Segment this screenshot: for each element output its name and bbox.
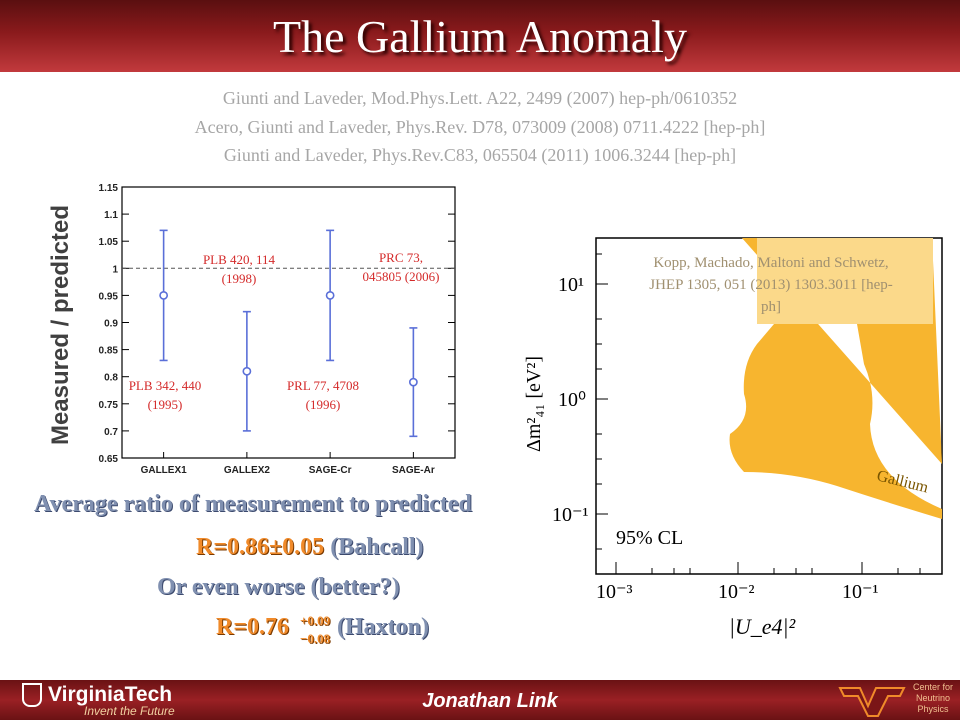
annotation-gallex1-line2: (1995) (147, 397, 183, 412)
y-tick-10-1: 10¹ (558, 274, 584, 296)
data-point (325, 291, 335, 300)
y-tick-label: 0.65 (99, 454, 119, 465)
data-point (408, 377, 418, 387)
y-tick-label: 1.15 (99, 183, 119, 194)
kopp-citation: Kopp, Machado, Maltoni and Schwetz, JHEP… (649, 255, 893, 315)
annotation-sage-ar: PRC 73, 045805 (2006) (346, 248, 456, 286)
center-line-2: Neutrino (915, 693, 951, 703)
center-neutrino-physics: Center for Neutrino Physics (906, 682, 960, 715)
footer-bar (0, 680, 960, 720)
y-tick-10-0: 10⁰ (558, 389, 586, 411)
annotation-sage-cr: PRL 77, 4708 (1996) (268, 376, 378, 414)
vt-monogram-icon (838, 687, 906, 717)
y-tick-label: 1.05 (99, 237, 119, 248)
ratio-chart-group: Measured / predicted 0.65 0.7 0.75 0.8 0.85 0… (47, 183, 456, 476)
y-axis-label: Δm²₄₁ [eV²] (523, 356, 545, 452)
x-tick-10-m2: 10⁻² (718, 581, 755, 603)
x-tick-label: GALLEX2 (224, 465, 271, 476)
annotation-sage-ar-line1: PRC 73, (378, 250, 424, 265)
x-tick-label: SAGE-Cr (309, 465, 352, 476)
y-tick-label: 0.75 (99, 400, 119, 411)
center-line-1: Center for (912, 682, 954, 692)
annotation-sage-cr-line1: PRL 77, 4708 (286, 378, 360, 393)
gallium-region-chart: 10¹ 10⁰ 10⁻¹ 10⁻³ 10⁻² 10⁻¹ |U_e4|² Δm²₄… (523, 237, 943, 639)
y-tick-10-m1: 10⁻¹ (552, 504, 589, 526)
result-bahcall: R=0.86±0.05 (Bahcall) (196, 534, 424, 561)
x-axis-label: |U_e4|² (729, 614, 796, 639)
y-tick-label: 1 (112, 264, 118, 275)
annotation-gallex1: PLB 342, 440 (1995) (110, 376, 220, 414)
virginia-tech-logo: VirginiaTech (22, 683, 173, 708)
x-tick-label: GALLEX1 (141, 465, 188, 476)
y-ticks-right-plot (596, 253, 608, 550)
worse-text: Or even worse (better?) (157, 574, 400, 600)
annotation-gallex2-line2: (1998) (221, 271, 257, 286)
result-bahcall-value: R=0.86±0.05 (196, 534, 325, 560)
reference-2: Acero, Giunti and Laveder, Phys.Rev. D78… (194, 117, 766, 137)
annotation-gallex2: PLB 420, 114 (1998) (184, 250, 294, 288)
university-name: VirginiaTech (48, 683, 173, 706)
x-tick-10-m1: 10⁻¹ (842, 581, 879, 603)
annotation-gallex2-line1: PLB 420, 114 (202, 252, 276, 267)
center-line-3: Physics (917, 704, 949, 714)
annotation-gallex1-line1: PLB 342, 440 (128, 378, 202, 393)
reference-1: Giunti and Laveder, Mod.Phys.Lett. A22, … (222, 88, 738, 108)
tagline: Invent the Future (84, 704, 175, 718)
x-tick-label: SAGE-Ar (392, 465, 435, 476)
y-tick-label: 0.7 (104, 427, 118, 438)
presenter-name: Jonathan Link (422, 690, 558, 712)
y-tick-label: 0.85 (99, 346, 119, 357)
x-tick-10-m3: 10⁻³ (596, 581, 633, 603)
y-axis-label: Measured / predicted (47, 205, 74, 445)
slide-title: The Gallium Anomaly (273, 11, 687, 62)
gallium-ratio-chart: Measured / predicted 0.65 0.7 0.75 0.8 0.85 0… (47, 183, 456, 476)
data-point (159, 291, 169, 300)
average-ratio-text: Average ratio of measurement to predicte… (34, 491, 472, 517)
title-bar (0, 0, 960, 72)
result-haxton-minus: −0.08 (300, 631, 331, 646)
annotation-sage-cr-line2: (1996) (305, 397, 341, 412)
cl-label: 95% CL (616, 527, 683, 549)
gallium-region-upper (757, 238, 933, 324)
shield-icon (22, 683, 42, 708)
x-ticks-right-plot (615, 562, 921, 574)
result-haxton-source: (Haxton) (337, 614, 430, 640)
result-bahcall-source: (Bahcall) (330, 534, 424, 560)
data-point (242, 366, 252, 376)
result-haxton-value: R=0.76 (216, 614, 290, 640)
plot-frame (121, 186, 456, 459)
y-tick-label: 0.9 (104, 319, 118, 330)
y-tick-label: 1.1 (104, 210, 118, 221)
annotation-sage-ar-line2: 045805 (2006) (362, 269, 440, 284)
y-tick-label: 0.95 (99, 291, 119, 302)
y-tick-label: 0.8 (104, 373, 118, 384)
reference-3: Giunti and Laveder, Phys.Rev.C83, 065504… (223, 145, 737, 165)
result-haxton-plus: +0.09 (300, 613, 331, 628)
result-haxton: R=0.76 (Haxton) (216, 614, 429, 641)
